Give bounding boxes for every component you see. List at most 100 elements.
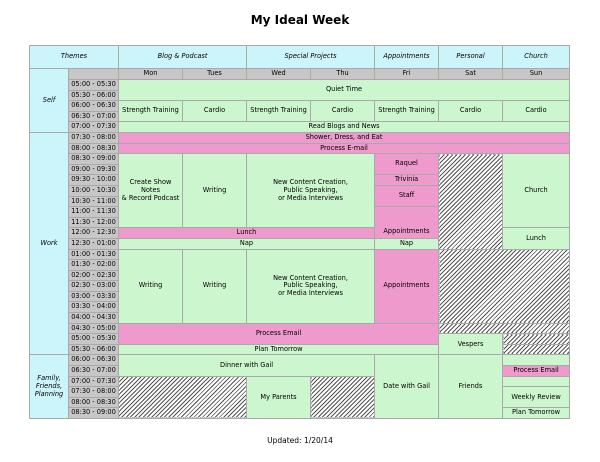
writing-tue-pm: Writing [181,248,248,324]
weekly-review-block: Weekly Review [502,386,571,409]
blocked-sun-evening [502,333,571,345]
time-slot: 06:30 - 07:00 [68,110,119,123]
time-slot: 04:00 - 04:30 [68,312,119,324]
plan-tomorrow-block: Plan Tomorrow [117,343,440,356]
blog-podcast-header: Blog & Podcast [117,45,248,69]
read-blogs-block: Read Blogs and News [117,121,571,133]
content-creation-pm-block: New Content Creation, Public Speaking, o… [246,248,376,324]
strength-training-wed: Strength Training [246,100,312,123]
date-with-gail-block: Date with Gail [374,354,440,419]
trivinia-block: Trivinia [374,174,440,186]
theme-self: Self [29,68,69,133]
time-slot: 02:30 - 03:00 [68,280,119,292]
blank-sun-6pm [502,354,571,367]
time-slot: 10:00 - 10:30 [68,184,119,197]
blocked-mon-tue-evening [117,375,248,420]
time-slot: 01:30 - 02:00 [68,259,119,271]
special-projects-header: Special Projects [246,45,376,69]
time-slot: 08:30 - 09:00 [68,407,119,419]
day-mon: Mon [118,68,183,80]
time-slot: 12:00 - 12:30 [68,227,119,239]
day-thu: Thu [310,68,376,80]
blocked-weekend-pm [438,248,571,324]
time-slot: 05:00 - 05:30 [68,79,119,91]
staff-block: Staff [374,184,440,208]
quiet-time-block: Quiet Time [117,78,571,102]
time-slot: 10:30 - 11:00 [68,195,119,208]
time-slot: 06:00 - 06:30 [68,100,119,112]
page-title: My Ideal Week [250,13,350,27]
theme-family: Family, Friends, Planning [29,354,69,419]
blocked-thu-evening [310,375,376,420]
blocked-sat-am [438,153,504,250]
theme-header-row: Themes Blog & Podcast Special Projects A… [29,45,571,69]
appointments-pm-block: Appointments [374,248,440,324]
time-slot: 07:30 - 08:00 [68,386,119,398]
time-slot: 06:30 - 07:00 [68,365,119,377]
lunch-block: Lunch [117,227,376,239]
theme-work: Work [29,131,69,356]
appointments-am-block: Appointments [374,206,440,239]
process-email-am-block: Process E-mail [117,142,571,155]
dinner-with-gail-block: Dinner with Gail [117,354,376,377]
time-slot: 05:30 - 06:00 [68,89,119,102]
strength-training-mon: Strength Training [118,100,183,123]
nap-block: Nap [117,237,376,250]
time-slot: 05:30 - 06:00 [68,343,119,356]
time-slot: 12:30 - 01:00 [68,237,119,250]
time-slot: 02:00 - 02:30 [68,269,119,282]
church-header: Church [502,45,571,69]
day-wed: Wed [246,68,312,80]
writing-mon-pm: Writing [118,248,183,324]
time-slot: 07:00 - 07:30 [68,121,119,133]
updated-footer: Updated: 1/20/14 [267,436,333,445]
day-sun: Sun [502,68,571,80]
shower-dress-eat-block: Shower, Dress, and Eat [117,131,571,144]
time-slot: 08:30 - 09:00 [68,153,119,165]
church-block: Church [502,153,571,229]
time-slot: 07:00 - 07:30 [68,375,119,388]
time-slot: 03:00 - 03:30 [68,290,119,303]
cardio-sun: Cardio [502,100,571,123]
themes-header: Themes [29,45,119,69]
weekly-schedule-table: Themes Blog & Podcast Special Projects A… [29,45,571,420]
day-header-row: Self Mon Tues Wed Thu Fri Sat Sun [29,68,571,133]
lunch-sun-block: Lunch [502,227,571,250]
plan-tomorrow-sun-block: Plan Tomorrow [502,407,571,419]
process-email-sun-block: Process Email [502,365,571,377]
time-corner [68,68,119,80]
time-slot: 08:00 - 08:30 [68,396,119,409]
day-sat: Sat [438,68,504,80]
nap-fri-block: Nap [374,237,440,250]
content-creation-am-block: New Content Creation, Public Speaking, o… [246,153,376,229]
time-slot: 11:00 - 11:30 [68,206,119,218]
blocked-sun-evening-2 [502,343,571,356]
appointments-header: Appointments [374,45,440,69]
time-slot: 08:00 - 08:30 [68,142,119,155]
day-tue: Tues [181,68,248,80]
cardio-tue: Cardio [181,100,248,123]
vespers-block: Vespers [438,333,504,356]
time-slot: 07:30 - 08:00 [68,131,119,144]
blocked-weekend-late [438,322,571,335]
create-show-notes-block: Create Show Notes & Record Podcast [118,153,183,229]
raquel-block: Raquel [374,153,440,176]
time-slot: 04:30 - 05:00 [68,322,119,335]
time-slot: 01:00 - 01:30 [68,248,119,261]
personal-header: Personal [438,45,504,69]
time-slot: 09:00 - 09:30 [68,163,119,176]
cardio-sat: Cardio [438,100,504,123]
day-fri: Fri [374,68,440,80]
time-slot: 05:00 - 05:30 [68,333,119,345]
writing-tue-am: Writing [181,153,248,229]
time-slot: 09:30 - 10:00 [68,174,119,186]
my-parents-block: My Parents [246,375,312,420]
time-slot: 11:30 - 12:00 [68,216,119,229]
time-slot: 06:00 - 06:30 [68,354,119,367]
cardio-thu: Cardio [310,100,376,123]
time-slot: 03:30 - 04:00 [68,301,119,314]
strength-training-fri: Strength Training [374,100,440,123]
blank-sun-7pm [502,375,571,388]
process-email-pm-block: Process Email [117,322,440,345]
friends-block: Friends [438,354,504,419]
